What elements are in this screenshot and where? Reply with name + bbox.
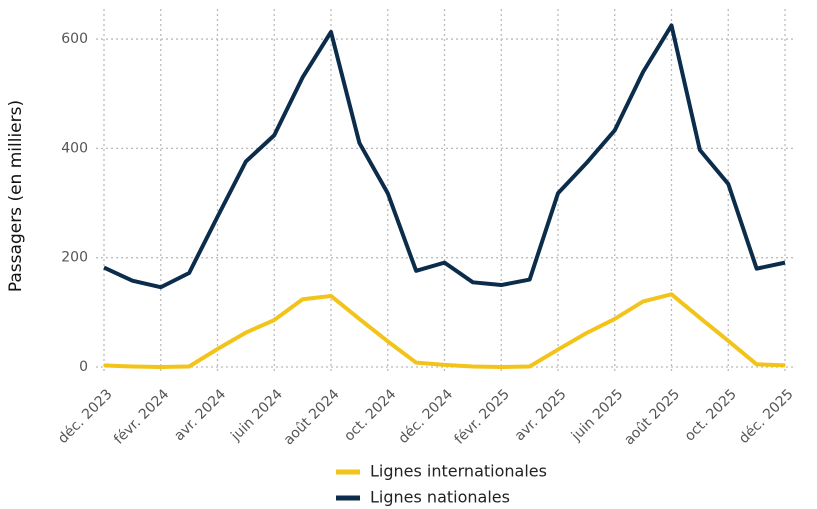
- series-line: [103, 292, 786, 370]
- x-tick-label: déc. 2023: [55, 386, 116, 447]
- x-tick-label: févr. 2025: [452, 386, 513, 447]
- x-tick-label: juin 2024: [227, 386, 285, 444]
- x-tick-label: déc. 2024: [396, 386, 457, 447]
- x-tick-label: févr. 2024: [111, 386, 172, 447]
- x-tick-label: août 2025: [621, 386, 683, 448]
- x-tick-label: oct. 2024: [341, 386, 399, 444]
- y-tick-label: 200: [61, 250, 88, 266]
- x-tick-label: avr. 2025: [512, 386, 570, 444]
- x-tick-label: oct. 2025: [682, 386, 740, 444]
- x-tick-label: août 2024: [281, 386, 343, 448]
- y-tick-label: 600: [61, 31, 88, 47]
- y-tick-label: 0: [79, 359, 88, 375]
- x-tick-label: avr. 2024: [171, 386, 229, 444]
- series-line: [103, 23, 786, 290]
- y-axis-title: Passagers (en milliers): [6, 100, 26, 292]
- x-tick-label: juin 2025: [568, 386, 626, 444]
- legend-label: Lignes nationales: [370, 488, 510, 507]
- y-tick-label: 400: [61, 140, 88, 156]
- legend-label: Lignes internationales: [370, 462, 547, 481]
- x-tick-label: déc. 2025: [736, 386, 797, 447]
